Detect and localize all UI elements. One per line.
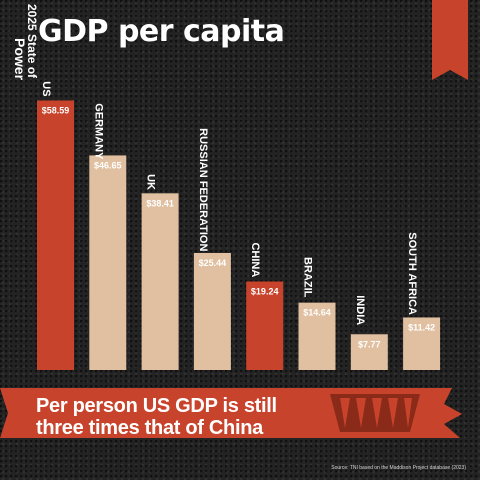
category-label: GERMANY	[92, 103, 104, 160]
category-label: US	[40, 81, 52, 96]
bar-uk	[141, 193, 179, 370]
bar-germany	[89, 155, 127, 370]
bar-china	[246, 281, 284, 370]
value-label: $7.77	[358, 339, 381, 349]
state-of-power-badge	[432, 0, 468, 80]
subtitle-banner	[0, 388, 462, 438]
bar-south-africa	[403, 317, 441, 370]
subtitle-line2: three times that of China	[36, 417, 263, 439]
category-label: SOUTH AFRICA	[406, 232, 418, 315]
bar-brazil	[298, 302, 336, 370]
source-note: Source: TNI based on the Maddison Projec…	[331, 465, 466, 471]
value-label: $11.42	[408, 322, 435, 332]
category-label: INDIA	[354, 295, 366, 325]
subtitle: Per person US GDP is still three times t…	[36, 395, 277, 439]
category-label: RUSSIAN FEDERATION	[197, 128, 209, 251]
value-label: $58.59	[42, 105, 70, 115]
value-label: $46.65	[94, 160, 122, 170]
value-label: $25.44	[199, 258, 227, 268]
bar-india	[350, 334, 388, 370]
bar-us	[37, 100, 74, 371]
category-label: BRAZIL	[302, 257, 314, 298]
subtitle-line1: Per person US GDP is still	[36, 395, 277, 417]
chart-title: GDP per capita	[38, 14, 285, 49]
value-label: $19.24	[251, 286, 279, 296]
value-label: $14.64	[303, 308, 331, 318]
category-label: CHINA	[249, 242, 261, 277]
category-label: UK	[145, 174, 157, 190]
bar-russian-federation	[193, 252, 231, 370]
value-label: $38.41	[146, 198, 174, 208]
